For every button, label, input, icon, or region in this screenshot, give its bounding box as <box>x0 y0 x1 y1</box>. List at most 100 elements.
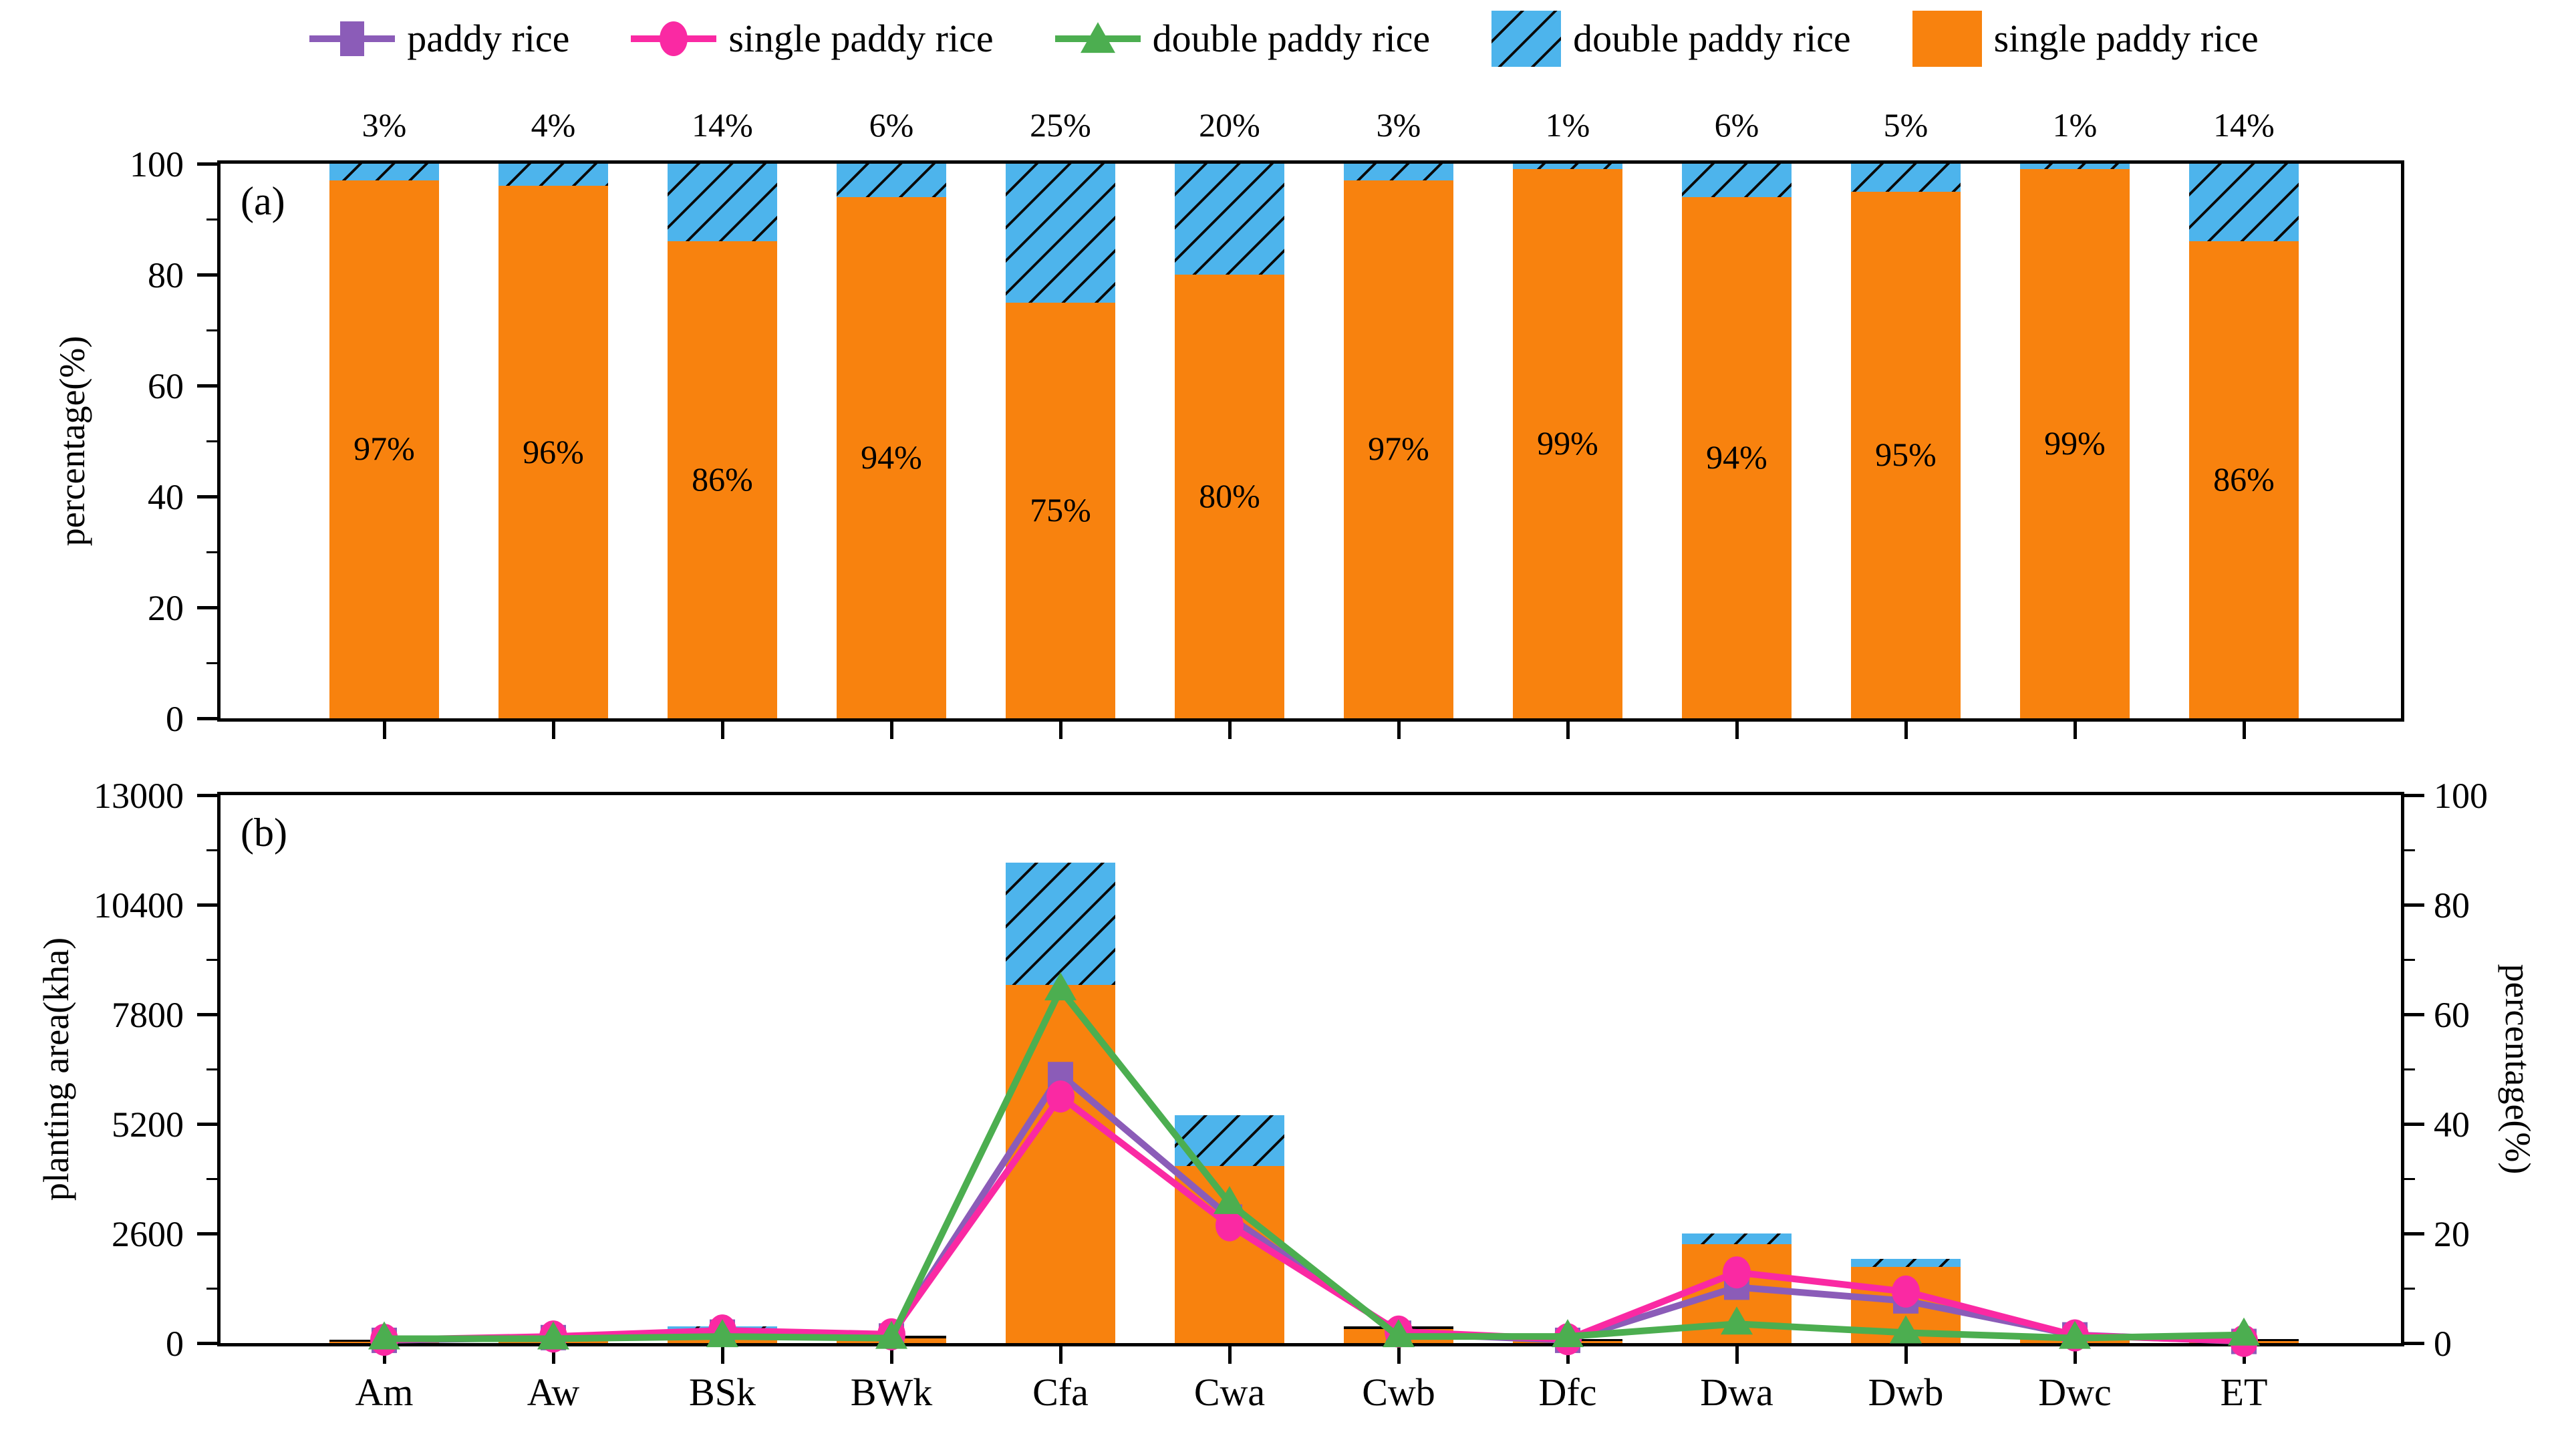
bar-top-percent-label: 4% <box>531 106 576 144</box>
x-tick-mark <box>552 1346 555 1364</box>
y-right-tick-label: 0 <box>2434 1324 2452 1364</box>
panel-a-letter: (a) <box>241 179 285 223</box>
x-tick-mark <box>890 1346 893 1364</box>
bar-segment-double-paddy-rice <box>668 164 777 242</box>
triangle-marker-icon <box>1721 1306 1753 1335</box>
x-category-label: Cwb <box>1362 1370 1435 1414</box>
bar-segment-double-paddy-rice <box>1513 164 1622 170</box>
bar-segment-double-paddy-rice <box>329 164 439 180</box>
x-tick-mark <box>383 722 386 739</box>
y-tick-label: 100 <box>130 144 184 184</box>
y-right-tick-mark <box>2404 1012 2424 1016</box>
circle-marker-icon <box>1216 1209 1244 1242</box>
panel-b-letter: (b) <box>241 811 287 855</box>
bar-top-percent-label: 5% <box>1883 106 1929 144</box>
y-minor-tick-mark <box>206 662 217 664</box>
x-tick-mark <box>2074 1346 2077 1364</box>
x-category-label: ET <box>2220 1370 2268 1414</box>
y-minor-tick-mark <box>206 1068 217 1070</box>
y-minor-tick-mark <box>206 440 217 442</box>
bar-value-label: 97% <box>1368 430 1429 468</box>
legend: paddy rice single paddy rice double paddy … <box>0 5 2568 72</box>
y-tick-mark <box>197 793 217 797</box>
hatched-patch-icon <box>1491 11 1562 67</box>
y-minor-tick-mark <box>206 551 217 553</box>
triangle-marker-icon <box>1383 1319 1415 1348</box>
y-tick-label: 80 <box>148 255 184 295</box>
y-tick-mark <box>197 716 217 720</box>
x-tick-mark <box>2243 722 2246 739</box>
bar-segment-single-paddy-rice <box>1682 196 1792 718</box>
bar-segment-single-paddy-rice <box>498 186 608 718</box>
bar-segment-single-paddy-rice <box>837 196 946 718</box>
bar-segment-single-paddy-rice <box>1513 169 1622 718</box>
y-right-tick-label: 100 <box>2434 776 2488 816</box>
y-right-minor-tick-mark <box>2404 1068 2415 1070</box>
bar-segment-double-paddy-rice <box>1006 164 1115 303</box>
bar-top-percent-label: 20% <box>1199 106 1260 144</box>
y-tick-mark <box>197 1122 217 1126</box>
x-tick-mark <box>1059 1346 1062 1364</box>
y-right-tick-mark <box>2404 903 2424 907</box>
bar-segment-single-paddy-rice <box>668 241 777 718</box>
x-tick-mark <box>890 722 893 739</box>
y-tick-label: 20 <box>148 588 184 628</box>
y-minor-tick-mark <box>206 1177 217 1180</box>
legend-item-label: paddy rice <box>407 17 570 60</box>
bar-top-percent-label: 14% <box>692 106 753 144</box>
legend-item-label: double paddy rice <box>1152 17 1431 60</box>
bar-segment-single-paddy-rice <box>1006 984 1115 1343</box>
line-chart-overlay <box>368 972 2260 1357</box>
y-right-minor-tick-mark <box>2404 1177 2415 1180</box>
triangle-marker-icon <box>537 1321 569 1350</box>
y-tick-label: 10400 <box>94 885 184 925</box>
bar-segment-double-paddy-rice <box>1682 164 1792 197</box>
bar-top-percent-label: 1% <box>1545 106 1590 144</box>
y-right-tick-label: 20 <box>2434 1214 2470 1254</box>
x-category-label: Aw <box>527 1370 580 1414</box>
x-tick-mark <box>1228 722 1232 739</box>
circle-marker-icon <box>1892 1275 1920 1308</box>
paddy-rice-line <box>384 1071 2245 1345</box>
circle-marker-icon <box>660 21 688 56</box>
y-right-tick-mark <box>2404 1341 2424 1345</box>
x-category-label: Dfc <box>1538 1370 1597 1414</box>
triangle-marker-icon <box>1080 22 1115 53</box>
y-tick-mark <box>197 903 217 907</box>
y-right-tick-mark <box>2404 793 2424 797</box>
x-tick-mark <box>1397 1346 1401 1364</box>
x-tick-mark <box>1566 722 1570 739</box>
y-right-minor-tick-mark <box>2404 849 2415 851</box>
y-tick-label: 0 <box>166 1324 184 1364</box>
y-right-tick-label: 60 <box>2434 995 2470 1035</box>
legend-item-label: single paddy rice <box>728 17 994 60</box>
y-tick-mark <box>197 1341 217 1345</box>
bar-segment-single-paddy-rice <box>329 180 439 718</box>
legend-item: double paddy rice <box>1491 11 1851 67</box>
y-tick-label: 7800 <box>112 995 184 1035</box>
y-right-tick-mark <box>2404 1231 2424 1235</box>
triangle-marker-icon <box>1044 972 1077 1001</box>
legend-marker <box>309 10 396 67</box>
bar-segment-double-paddy-rice <box>1175 164 1284 275</box>
x-tick-mark <box>2074 722 2077 739</box>
y-minor-tick-mark <box>206 1287 217 1290</box>
bar-value-label: 86% <box>2213 460 2275 498</box>
y-tick-mark <box>197 1012 217 1016</box>
bar-value-label: 97% <box>353 430 415 468</box>
triangle-marker-icon <box>875 1320 907 1349</box>
panel-b-plot: (b) <box>217 792 2404 1357</box>
y-tick-mark <box>197 605 217 609</box>
y-tick-label: 0 <box>166 699 184 739</box>
legend-marker <box>631 10 717 67</box>
triangle-marker-icon <box>368 1321 400 1350</box>
x-tick-mark <box>721 1346 724 1364</box>
x-tick-mark <box>1904 722 1908 739</box>
bar-top-percent-label: 3% <box>1376 106 1421 144</box>
triangle-marker-icon <box>2228 1317 2260 1346</box>
y-tick-label: 40 <box>148 477 184 517</box>
bar-value-label: 80% <box>1199 477 1260 515</box>
bar-value-label: 94% <box>861 438 922 476</box>
x-tick-mark <box>1904 1346 1908 1364</box>
y-tick-mark <box>197 494 217 498</box>
